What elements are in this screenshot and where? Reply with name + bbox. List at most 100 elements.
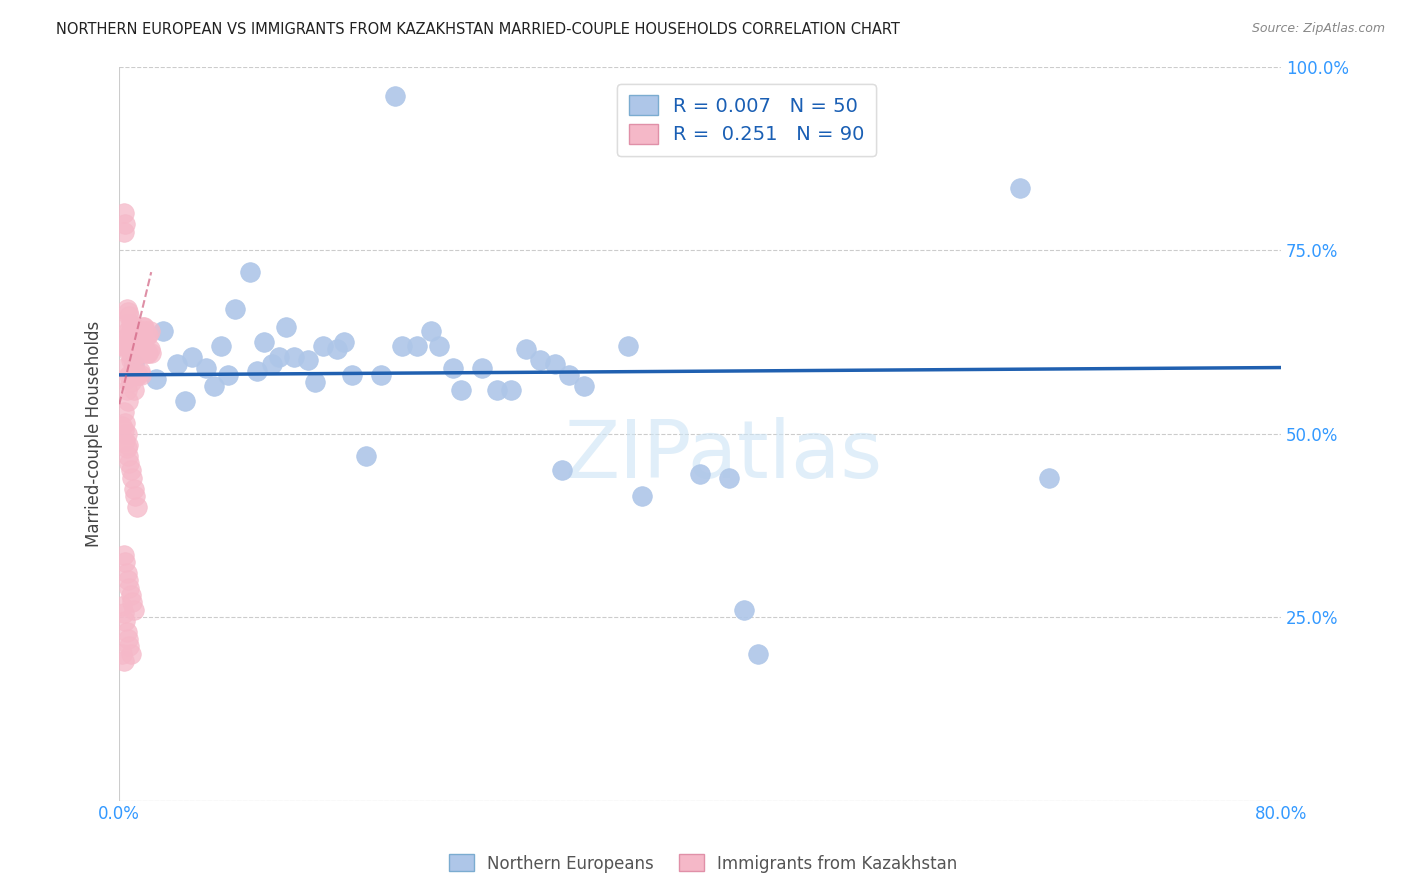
Point [125, 368, 148, 382]
Point [689, 467, 711, 481]
Point [427, 338, 450, 352]
Point [420, 324, 443, 338]
Point [111, 419, 134, 434]
Text: NORTHERN EUROPEAN VS IMMIGRANTS FROM KAZAKHSTAN MARRIED-COUPLE HOUSEHOLDS CORREL: NORTHERN EUROPEAN VS IMMIGRANTS FROM KAZ… [56, 22, 900, 37]
Point [631, 489, 654, 503]
Point [276, 320, 298, 334]
Point [121, 595, 143, 609]
Point [117, 338, 139, 352]
Point [122, 603, 145, 617]
Point [114, 614, 136, 628]
Point [1008, 180, 1031, 194]
Legend: Northern Europeans, Immigrants from Kazakhstan: Northern Europeans, Immigrants from Kaza… [441, 847, 965, 880]
Point [122, 383, 145, 397]
Point [114, 338, 136, 352]
Point [558, 368, 581, 382]
Point [209, 338, 232, 352]
Point [311, 338, 333, 352]
Point [370, 368, 392, 382]
Point [132, 320, 155, 334]
Point [115, 331, 138, 345]
Point [121, 470, 143, 484]
Point [121, 327, 143, 342]
Point [118, 456, 141, 470]
Point [450, 383, 472, 397]
Point [114, 555, 136, 569]
Point [333, 334, 356, 349]
Text: Source: ZipAtlas.com: Source: ZipAtlas.com [1251, 22, 1385, 36]
Point [115, 442, 138, 456]
Point [115, 426, 138, 441]
Point [260, 357, 283, 371]
Point [134, 342, 156, 356]
Point [304, 376, 326, 390]
Point [115, 383, 138, 397]
Point [115, 566, 138, 580]
Point [112, 404, 135, 418]
Point [118, 581, 141, 595]
Point [124, 368, 146, 382]
Point [340, 368, 363, 382]
Point [112, 206, 135, 220]
Point [112, 225, 135, 239]
Point [117, 574, 139, 588]
Point [114, 218, 136, 232]
Point [253, 334, 276, 349]
Point [120, 334, 142, 349]
Point [112, 423, 135, 437]
Point [112, 548, 135, 562]
Point [224, 301, 246, 316]
Point [129, 368, 152, 382]
Point [391, 338, 413, 352]
Point [117, 449, 139, 463]
Point [297, 353, 319, 368]
Point [129, 327, 152, 342]
Point [173, 393, 195, 408]
Point [127, 368, 149, 382]
Point [544, 357, 567, 371]
Text: ZIPatlas: ZIPatlas [564, 417, 883, 495]
Point [111, 647, 134, 661]
Y-axis label: Married-couple Households: Married-couple Households [86, 320, 103, 547]
Point [326, 342, 349, 356]
Point [114, 434, 136, 448]
Point [129, 346, 152, 360]
Point [117, 324, 139, 338]
Point [747, 647, 769, 661]
Point [134, 324, 156, 338]
Legend: R = 0.007   N = 50, R =  0.251   N = 90: R = 0.007 N = 50, R = 0.251 N = 90 [617, 84, 876, 156]
Point [485, 383, 508, 397]
Point [120, 463, 142, 477]
Point [501, 383, 523, 397]
Point [117, 393, 139, 408]
Point [118, 346, 141, 360]
Point [384, 89, 406, 103]
Point [111, 599, 134, 613]
Point [122, 342, 145, 356]
Point [114, 416, 136, 430]
Point [202, 379, 225, 393]
Point [125, 500, 148, 514]
Point [112, 607, 135, 621]
Point [551, 463, 574, 477]
Point [128, 324, 150, 338]
Point [136, 346, 159, 360]
Point [136, 327, 159, 342]
Point [128, 364, 150, 378]
Point [152, 324, 174, 338]
Point [471, 360, 494, 375]
Point [127, 346, 149, 360]
Point [125, 324, 148, 338]
Point [131, 342, 153, 356]
Point [217, 368, 239, 382]
Point [132, 342, 155, 356]
Point [120, 353, 142, 368]
Point [135, 327, 157, 342]
Point [120, 376, 142, 390]
Point [117, 437, 139, 451]
Point [166, 357, 188, 371]
Point [115, 624, 138, 639]
Point [122, 357, 145, 371]
Point [118, 327, 141, 342]
Point [120, 588, 142, 602]
